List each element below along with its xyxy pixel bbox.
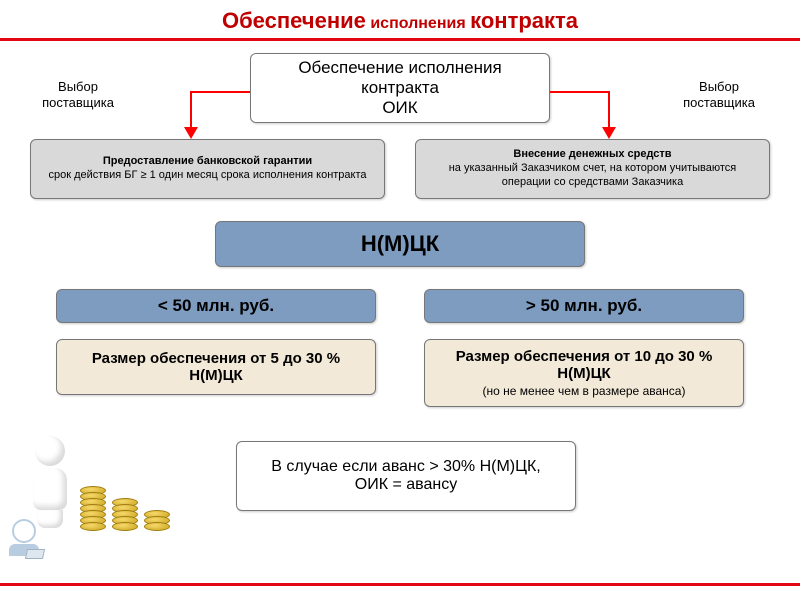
oik-line2: контракта [361, 78, 439, 98]
assistant-avatar-icon [4, 519, 44, 559]
box-advance-rule: В случае если аванс > 30% Н(М)ЦК, ОИК = … [236, 441, 576, 511]
cash-deposit-title: Внесение денежных средств [513, 148, 671, 162]
lt50-text: < 50 млн. руб. [158, 296, 274, 316]
box-cash-deposit: Внесение денежных средств на указанный З… [415, 139, 770, 199]
arrow-left-h [190, 91, 250, 93]
divider-bottom [0, 583, 800, 586]
diagram-canvas: Обеспечение исполнения контракта ОИК Выб… [0, 41, 800, 561]
choice-right-l2: поставщика [683, 95, 755, 110]
gt50-text: > 50 млн. руб. [526, 296, 642, 316]
oik-line3: ОИК [382, 98, 417, 118]
title-part3: контракта [470, 8, 578, 33]
coin-stack-3-icon [144, 513, 170, 531]
cash-deposit-sub: на указанный Заказчиком счет, на котором… [424, 162, 761, 190]
choice-left-l2: поставщика [42, 95, 114, 110]
arrow-right-tip-icon [602, 127, 616, 139]
label-choice-right: Выбор поставщика [664, 79, 774, 110]
choice-left-l1: Выбор [58, 79, 98, 94]
coin-stack-1-icon [80, 489, 106, 531]
box-gt50: > 50 млн. руб. [424, 289, 744, 323]
arrow-left-tip-icon [184, 127, 198, 139]
coin-stack-2-icon [112, 501, 138, 531]
person-icon [22, 436, 77, 531]
advance-l2: ОИК = авансу [355, 476, 457, 494]
choice-right-l1: Выбор [699, 79, 739, 94]
box-size-left: Размер обеспечения от 5 до 30 % Н(М)ЦК [56, 339, 376, 395]
page-title: Обеспечение исполнения контракта [0, 0, 800, 38]
size-left-text: Размер обеспечения от 5 до 30 % Н(М)ЦК [67, 350, 365, 384]
box-size-right: Размер обеспечения от 10 до 30 % Н(М)ЦК … [424, 339, 744, 407]
bank-guarantee-title: Предоставление банковской гарантии [103, 155, 312, 169]
box-bank-guarantee: Предоставление банковской гарантии срок … [30, 139, 385, 199]
label-choice-left: Выбор поставщика [28, 79, 128, 110]
arrow-right-h [550, 91, 610, 93]
box-oik: Обеспечение исполнения контракта ОИК [250, 53, 550, 123]
size-right-note: (но не менее чем в размере аванса) [483, 384, 686, 398]
title-part2: исполнения [370, 15, 465, 32]
box-lt50: < 50 млн. руб. [56, 289, 376, 323]
nmck-text: Н(М)ЦК [361, 231, 439, 257]
title-part1: Обеспечение [222, 8, 366, 33]
bank-guarantee-sub: срок действия БГ ≥ 1 один месяц срока ис… [48, 169, 366, 183]
box-nmck: Н(М)ЦК [215, 221, 585, 267]
size-right-main: Размер обеспечения от 10 до 30 % Н(М)ЦК [435, 348, 733, 382]
coins-person-icon [20, 421, 180, 531]
arrow-left-v [190, 91, 192, 129]
oik-line1: Обеспечение исполнения [298, 58, 501, 78]
advance-l1: В случае если аванс > 30% Н(М)ЦК, [271, 458, 540, 476]
arrow-right-v [608, 91, 610, 129]
